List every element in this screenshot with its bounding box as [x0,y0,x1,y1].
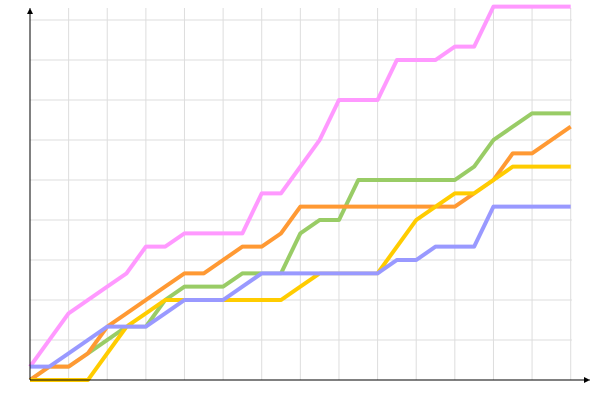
series-line [28,4,571,368]
series-line [28,111,571,382]
lines [28,4,572,382]
grid [29,8,572,380]
series-line [30,164,571,382]
series-line [30,204,571,369]
